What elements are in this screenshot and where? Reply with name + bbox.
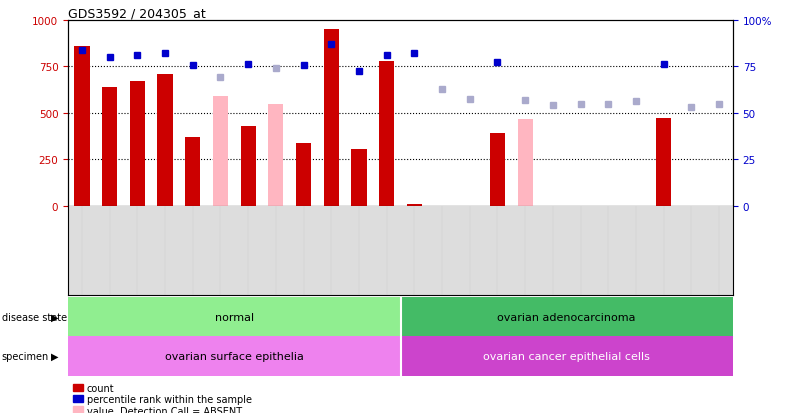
Bar <box>68 297 400 337</box>
Bar <box>185 138 200 206</box>
Bar <box>400 297 733 337</box>
Text: ovarian surface epithelia: ovarian surface epithelia <box>165 351 304 361</box>
Bar <box>213 97 228 206</box>
Bar <box>517 120 533 206</box>
Text: ▶: ▶ <box>51 312 58 322</box>
Text: ▶: ▶ <box>51 351 58 361</box>
Bar <box>130 82 145 206</box>
Text: disease state: disease state <box>2 312 66 322</box>
Text: ovarian adenocarcinoma: ovarian adenocarcinoma <box>497 312 636 322</box>
Bar <box>240 126 256 206</box>
Bar <box>324 30 339 206</box>
Bar <box>407 205 422 206</box>
Bar <box>74 47 90 207</box>
Bar <box>296 143 311 206</box>
Bar <box>158 74 173 206</box>
Bar <box>656 119 671 206</box>
Text: normal: normal <box>215 312 254 322</box>
Bar <box>68 337 400 376</box>
Bar <box>400 337 733 376</box>
Text: specimen: specimen <box>2 351 49 361</box>
Bar <box>268 105 284 206</box>
Bar <box>352 150 367 206</box>
Bar <box>102 88 117 206</box>
Legend: count, percentile rank within the sample, value, Detection Call = ABSENT, rank, : count, percentile rank within the sample… <box>73 383 252 413</box>
Bar <box>379 62 394 206</box>
Text: GDS3592 / 204305_at: GDS3592 / 204305_at <box>68 7 206 19</box>
Bar <box>490 134 505 206</box>
Text: ovarian cancer epithelial cells: ovarian cancer epithelial cells <box>483 351 650 361</box>
